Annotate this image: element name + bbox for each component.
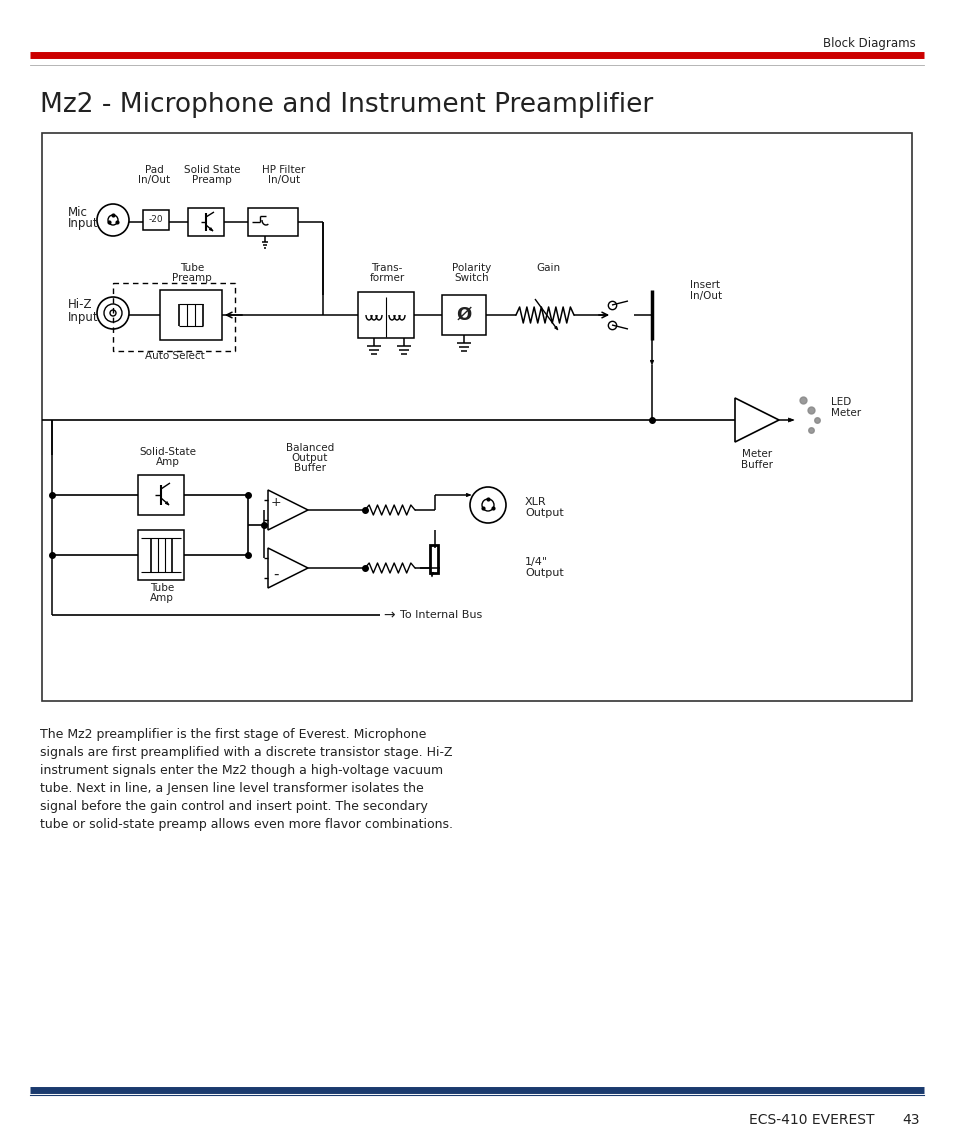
Polygon shape [787,418,793,423]
Bar [430,545,437,572]
Text: Preamp: Preamp [192,175,232,185]
Text: Output: Output [524,508,563,518]
Text: LED: LED [830,397,850,406]
Polygon shape [466,493,471,497]
Text: Amp: Amp [150,593,173,603]
Text: Mz2 - Microphone and Instrument Preamplifier: Mz2 - Microphone and Instrument Preampli… [40,92,653,118]
Text: +: + [271,496,281,508]
Bar [112,283,234,352]
Text: tube. Next in line, a Jensen line level transformer isolates the: tube. Next in line, a Jensen line level … [40,782,423,795]
Bar [160,290,222,340]
Bar [42,133,911,701]
Text: Insert: Insert [689,281,720,290]
Polygon shape [430,572,434,577]
Bar [441,295,485,335]
Text: 1/4": 1/4" [524,556,548,567]
Text: Meter: Meter [741,449,771,459]
Bar [138,530,184,581]
Text: -: - [273,567,278,582]
Text: Block Diagrams: Block Diagrams [822,37,915,50]
Text: Trans-: Trans- [371,263,402,273]
Text: instrument signals enter the Mz2 though a high-voltage vacuum: instrument signals enter the Mz2 though … [40,764,442,777]
Text: Output: Output [524,568,563,578]
Polygon shape [209,228,213,231]
Text: To Internal Bus: To Internal Bus [399,610,482,619]
Text: former: former [369,273,404,283]
Text: Switch: Switch [455,273,489,283]
Text: Meter: Meter [830,408,861,418]
Text: Solid-State: Solid-State [139,447,196,457]
Text: Gain: Gain [536,263,559,273]
Text: Input: Input [68,218,98,230]
Text: In/Out: In/Out [138,175,170,185]
Text: Pad: Pad [145,165,163,175]
Text: tube or solid-state preamp allows even more flavor combinations.: tube or solid-state preamp allows even m… [40,818,453,831]
Text: Buffer: Buffer [294,463,326,473]
Bar [357,292,414,338]
Text: -20: -20 [149,215,163,224]
Text: 43: 43 [902,1113,919,1127]
Text: ECS-410 EVEREST: ECS-410 EVEREST [749,1113,874,1127]
Text: Preamp: Preamp [172,273,212,283]
Text: Input: Input [68,310,98,324]
Text: Buffer: Buffer [740,460,772,469]
Polygon shape [554,326,558,330]
Text: signals are first preamplified with a discrete transistor stage. Hi-Z: signals are first preamplified with a di… [40,747,452,759]
Bar [143,210,169,230]
Polygon shape [433,547,436,552]
Polygon shape [650,361,653,365]
Text: In/Out: In/Out [268,175,300,185]
Text: Polarity: Polarity [452,263,491,273]
Text: The Mz2 preamplifier is the first stage of Everest. Microphone: The Mz2 preamplifier is the first stage … [40,728,426,741]
Bar [138,475,184,515]
Text: HP Filter: HP Filter [262,165,305,175]
Text: Ø: Ø [456,306,471,324]
Text: Output: Output [292,453,328,463]
Polygon shape [165,502,169,505]
Text: Balanced: Balanced [286,443,334,453]
Text: Solid State: Solid State [184,165,240,175]
Bar [188,208,224,236]
Text: Amp: Amp [156,457,180,467]
Text: In/Out: In/Out [689,291,721,301]
Text: Mic: Mic [68,205,88,219]
Bar [248,208,297,236]
Text: Auto Select: Auto Select [145,352,205,361]
Text: Hi-Z: Hi-Z [68,299,92,311]
Text: →: → [382,608,395,622]
Text: Tube: Tube [150,583,174,593]
Text: signal before the gain control and insert point. The secondary: signal before the gain control and inser… [40,800,428,813]
Text: XLR: XLR [524,497,546,507]
Text: Tube: Tube [180,263,204,273]
